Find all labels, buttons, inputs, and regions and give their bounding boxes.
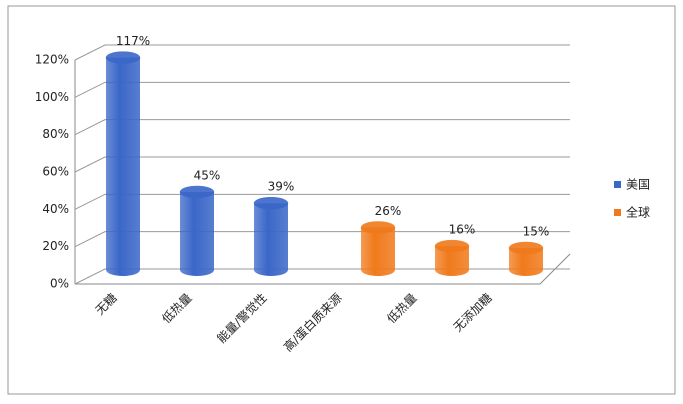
bar [509,248,543,276]
data-label: 117% [116,34,150,48]
y-tick-label: 120% [35,53,69,67]
bar-top [179,185,215,199]
bar [361,227,395,276]
bar-top [360,221,396,234]
legend-swatch [614,181,621,188]
bar [254,203,288,276]
grid-line [74,268,570,285]
legend-label: 全球 [626,205,650,220]
grid-line [74,156,570,173]
bar-top [508,241,544,255]
data-label: 39% [268,180,295,194]
legend-swatch [614,209,621,216]
legend-label: 美国 [626,178,650,192]
y-tick-label: 0% [50,277,69,291]
bar-top [434,239,470,253]
grid-line [74,193,570,210]
bar [106,57,140,276]
data-label: 15% [523,225,550,239]
bar-top [253,196,289,210]
grid-line [74,81,570,98]
grid-line [74,119,570,136]
y-tick-label: 100% [35,90,69,104]
y-tick-label: 60% [42,165,69,179]
grid-line [74,231,570,248]
data-label: 26% [375,204,402,218]
y-tick-label: 80% [42,127,69,141]
y-tick-label: 20% [42,239,69,253]
grid-line [74,44,570,61]
bar [180,192,214,276]
data-label: 45% [194,169,221,183]
bar-top [105,51,141,64]
y-tick-label: 40% [42,202,69,216]
bar [435,246,469,276]
data-label: 16% [449,223,476,237]
